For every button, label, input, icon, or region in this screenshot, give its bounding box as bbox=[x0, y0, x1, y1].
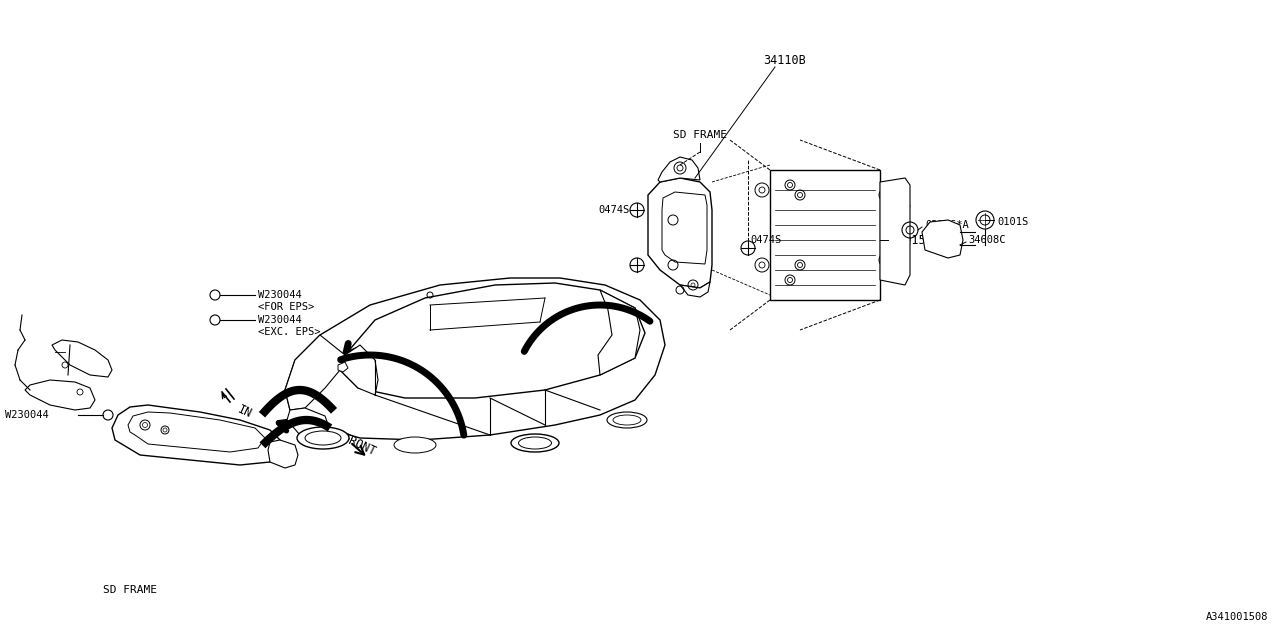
Text: 0474S: 0474S bbox=[750, 235, 781, 245]
Ellipse shape bbox=[394, 437, 436, 453]
Ellipse shape bbox=[511, 434, 559, 452]
Text: 34608C: 34608C bbox=[968, 235, 1006, 245]
Text: <FOR EPS>: <FOR EPS> bbox=[259, 302, 315, 312]
Polygon shape bbox=[113, 405, 282, 465]
Ellipse shape bbox=[613, 415, 641, 425]
Text: A341001508: A341001508 bbox=[1206, 612, 1268, 622]
Text: IN: IN bbox=[236, 403, 255, 421]
Polygon shape bbox=[922, 220, 963, 258]
Text: SD FRAME: SD FRAME bbox=[102, 585, 157, 595]
Polygon shape bbox=[340, 345, 378, 395]
Text: 34110B: 34110B bbox=[763, 54, 805, 67]
Text: W230044: W230044 bbox=[5, 410, 49, 420]
Text: 34915: 34915 bbox=[890, 234, 925, 246]
Polygon shape bbox=[285, 335, 346, 410]
Polygon shape bbox=[128, 412, 265, 452]
Text: 0101S: 0101S bbox=[997, 217, 1028, 227]
Polygon shape bbox=[287, 408, 330, 440]
Polygon shape bbox=[662, 192, 707, 264]
Polygon shape bbox=[285, 278, 666, 440]
Polygon shape bbox=[598, 290, 640, 375]
Text: SD FRAME: SD FRAME bbox=[673, 130, 727, 140]
Text: FRONT: FRONT bbox=[340, 431, 378, 458]
Polygon shape bbox=[881, 178, 910, 285]
Polygon shape bbox=[338, 362, 348, 372]
Polygon shape bbox=[648, 178, 712, 288]
Ellipse shape bbox=[305, 431, 340, 445]
Polygon shape bbox=[52, 340, 113, 377]
Ellipse shape bbox=[297, 427, 349, 449]
Polygon shape bbox=[340, 283, 645, 398]
Polygon shape bbox=[26, 380, 95, 410]
Text: 0474S: 0474S bbox=[598, 205, 630, 215]
Polygon shape bbox=[658, 157, 700, 182]
Polygon shape bbox=[680, 282, 710, 297]
Text: W230044: W230044 bbox=[259, 315, 302, 325]
Text: <EXC. EPS>: <EXC. EPS> bbox=[259, 327, 320, 337]
Bar bbox=[771, 170, 881, 300]
Text: W230044: W230044 bbox=[259, 290, 302, 300]
Text: 0238S*A: 0238S*A bbox=[925, 220, 969, 230]
Polygon shape bbox=[268, 440, 298, 468]
Ellipse shape bbox=[518, 437, 552, 449]
Ellipse shape bbox=[607, 412, 646, 428]
